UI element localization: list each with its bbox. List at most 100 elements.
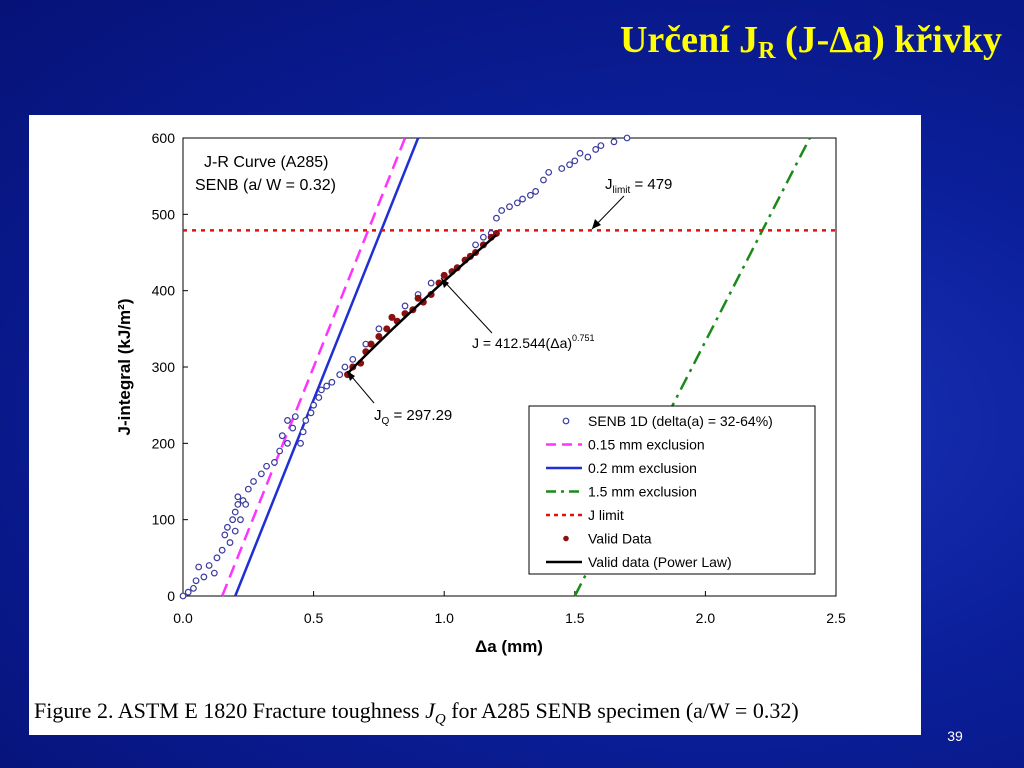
senb-data-point [427, 279, 435, 287]
x-tick-label: 2.0 [696, 610, 716, 626]
legend-row: 0.2 mm exclusion [546, 460, 697, 476]
senb-data-point [218, 546, 226, 554]
senb-data-point [498, 207, 506, 214]
senb-data-point [184, 588, 192, 596]
senb-data-point [221, 531, 229, 539]
senb-data-point [328, 378, 336, 386]
valid-data-point [375, 332, 383, 340]
senb-data-point [231, 508, 239, 516]
senb-data-point [584, 153, 592, 161]
senb-data-point [226, 539, 234, 546]
senb-data-point [242, 501, 250, 508]
valid-data-point [388, 313, 396, 321]
senb-data-point [210, 569, 218, 577]
legend-label: 0.15 mm exclusion [588, 437, 705, 453]
jlimit-arrowhead [592, 219, 601, 229]
senb-data-point [289, 424, 297, 432]
senb-data-point [213, 554, 221, 562]
legend-rows: SENB 1D (delta(a) = 32-64%) 0.15 mm exclu… [546, 413, 773, 570]
y-tick-label: 400 [152, 283, 176, 299]
senb-data-point [237, 516, 244, 524]
senb-data-point [278, 432, 286, 440]
senb-data-point [310, 401, 318, 409]
senb-data-point [250, 478, 257, 485]
valid-data-point [414, 294, 422, 302]
jq-annotation: JQ = 297.29 [346, 370, 452, 427]
legend: SENB 1D (delta(a) = 32-64%) 0.15 mm exclu… [528, 405, 816, 575]
figure-caption: Figure 2. ASTM E 1820 Fracture toughness… [34, 698, 914, 728]
senb-data-point [234, 493, 242, 501]
senb-data-point [257, 470, 265, 478]
senb-data-point [526, 191, 534, 199]
y-tick-label: 300 [152, 359, 176, 375]
title-rest: (J-Δa) křivky [775, 19, 1002, 61]
senb-data-point [224, 523, 231, 531]
senb-data-point [336, 371, 344, 379]
axes [182, 137, 837, 597]
senb-data-point [506, 203, 513, 211]
power-law-fit [346, 233, 498, 375]
reference-lines [183, 137, 836, 597]
x-tick-label: 1.5 [565, 610, 585, 626]
legend-label: SENB 1D (delta(a) = 32-64%) [588, 413, 773, 429]
caption-prefix: Figure 2. ASTM E 1820 Fracture toughness [34, 698, 426, 723]
y-axis-label: J-integral (kJ/m²) [115, 299, 134, 436]
senb-data-point [532, 188, 540, 195]
exclusion-line [221, 137, 407, 597]
senb-data-point [234, 501, 242, 508]
legend-label: Valid Data [588, 531, 652, 547]
senb-data-point [244, 485, 252, 493]
legend-swatch [562, 417, 570, 425]
y-tick-label: 600 [152, 130, 176, 146]
senb-data-point [513, 199, 521, 207]
jq-arrowhead [347, 371, 355, 381]
legend-label: Valid data (Power Law) [588, 554, 732, 570]
y-tick-label: 0 [167, 588, 175, 604]
x-tick-label: 2.5 [826, 610, 846, 626]
x-axis-label: Δa (mm) [475, 637, 543, 656]
senb-data-point [571, 157, 579, 165]
senb-data-point [610, 138, 618, 146]
legend-label: 1.5 mm exclusion [588, 484, 697, 500]
senb-data-point [291, 413, 299, 421]
power-law-annotation: J = 412.544(Δa)0.751 [440, 277, 595, 351]
senb-data-point [190, 584, 197, 592]
senb-data-point [271, 459, 278, 466]
slide-number: 39 [947, 728, 963, 744]
legend-swatch [563, 535, 569, 542]
jr-curve-chart: 0.0 0.5 1.0 1.5 2.0 2.5 0 100 200 300 400 500 600 J-… [115, 130, 846, 656]
senb-data-point [297, 439, 304, 447]
jlimit-label: Jlimit = 479 [605, 176, 672, 196]
senb-data-point [623, 134, 631, 142]
senb-data-point [229, 516, 237, 524]
senb-data-point [341, 363, 349, 371]
power-law-curve [346, 233, 498, 375]
senb-data-point [597, 142, 605, 150]
senb-data-point [566, 161, 573, 169]
senb-data-point [540, 176, 547, 184]
senb-data-point [318, 386, 325, 394]
senb-data-point [192, 577, 200, 585]
power-law-arrowhead [441, 278, 449, 288]
senb-data-point [493, 214, 500, 222]
senb-data-point [545, 168, 553, 176]
senb-data-point [349, 355, 357, 363]
exclusion-line [573, 137, 811, 597]
senb-data-point [263, 462, 270, 470]
legend-box [528, 405, 816, 575]
x-tick-label: 0.0 [173, 610, 193, 626]
senb-data-point [558, 165, 566, 172]
tick-labels: 0.0 0.5 1.0 1.5 2.0 2.5 0 100 200 300 400 500 600 [152, 130, 846, 626]
caption-j: J [425, 698, 435, 723]
legend-label: J limit [588, 507, 624, 523]
legend-label: 0.2 mm exclusion [588, 460, 697, 476]
x-tick-label: 1.0 [434, 610, 454, 626]
senb-data-point [276, 447, 284, 455]
power-law-arrow [440, 277, 493, 334]
y-tick-label: 200 [152, 435, 176, 451]
valid-data-point [383, 325, 391, 333]
senb-data-point [205, 562, 213, 569]
legend-row: J limit [546, 507, 624, 523]
senb-data-point [302, 417, 310, 424]
senb-data-point [472, 241, 479, 249]
